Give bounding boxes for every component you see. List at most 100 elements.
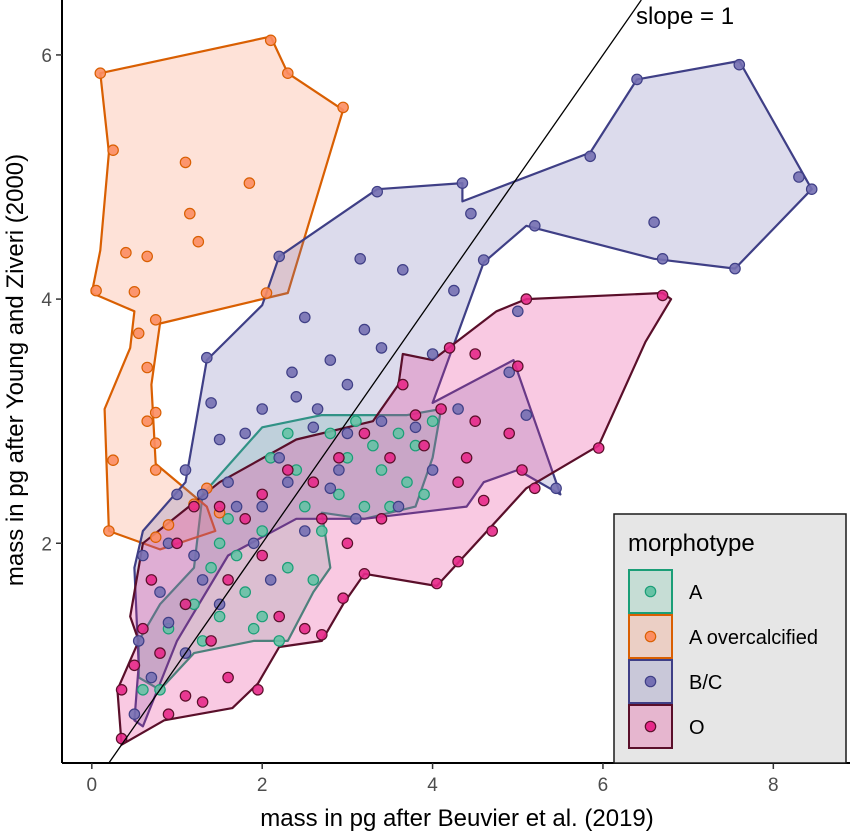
point-a-overcalcified-14 xyxy=(132,327,145,340)
point-b-c-36 xyxy=(503,366,515,379)
point-b-c-7 xyxy=(528,220,541,232)
point-a-28 xyxy=(418,488,430,501)
point-o-14 xyxy=(452,476,464,488)
point-b-c-26 xyxy=(256,403,268,415)
point-a-overcalcified-6 xyxy=(243,177,256,189)
point-o-21 xyxy=(281,464,294,476)
point-b-c-63 xyxy=(426,464,439,476)
point-b-c-40 xyxy=(196,488,209,501)
point-b-c-64 xyxy=(341,427,354,440)
point-a-overcalcified-10 xyxy=(141,250,153,263)
point-o-31 xyxy=(115,683,128,696)
point-b-c-66 xyxy=(286,366,298,379)
point-o-50 xyxy=(256,549,268,562)
point-o-45 xyxy=(375,512,388,525)
point-o-18 xyxy=(358,427,371,440)
point-b-c-65 xyxy=(311,403,324,415)
point-o-48 xyxy=(222,574,234,586)
point-o-35 xyxy=(222,671,234,684)
point-b-c-49 xyxy=(264,574,277,586)
y-axis-title: mass in pg after Young and Ziveri (2000) xyxy=(2,154,29,586)
legend-marker-o xyxy=(644,720,657,733)
slope-line xyxy=(108,0,642,764)
point-a-overcalcified-7 xyxy=(184,207,196,220)
point-b-c-13 xyxy=(354,252,366,265)
point-o-27 xyxy=(145,574,158,586)
point-b-c-20 xyxy=(358,323,371,336)
point-b-c-31 xyxy=(307,421,320,434)
point-b-c-32 xyxy=(333,464,345,476)
point-o-38 xyxy=(298,622,311,635)
point-b-c-55 xyxy=(162,616,175,629)
y-tick-label-2: 2 xyxy=(41,534,52,555)
point-b-c-0 xyxy=(631,73,643,86)
point-b-c-9 xyxy=(656,252,669,265)
point-o-28 xyxy=(137,622,149,635)
point-o-7 xyxy=(435,403,447,415)
point-b-c-45 xyxy=(154,586,166,598)
point-a-31 xyxy=(256,525,268,537)
point-o-19 xyxy=(333,451,345,464)
point-o-11 xyxy=(592,442,605,454)
point-o-42 xyxy=(430,577,443,590)
point-b-c-25 xyxy=(290,390,303,403)
point-b-c-57 xyxy=(196,574,209,586)
point-a-overcalcified-13 xyxy=(260,287,273,299)
point-a-overcalcified-25 xyxy=(149,531,162,543)
point-a-overcalcified-9 xyxy=(120,246,132,259)
legend-label-b-c: B/C xyxy=(689,672,722,694)
point-b-c-48 xyxy=(247,537,260,550)
point-o-10 xyxy=(516,464,528,476)
point-a-overcalcified-2 xyxy=(281,67,294,79)
point-o-17 xyxy=(384,451,396,464)
point-b-c-44 xyxy=(137,549,149,562)
point-a-0 xyxy=(137,683,149,696)
point-a-overcalcified-15 xyxy=(149,313,162,326)
legend-title: morphotype xyxy=(628,530,755,557)
point-a-10 xyxy=(247,622,260,635)
point-o-34 xyxy=(196,696,209,708)
point-a-overcalcified-19 xyxy=(149,437,162,449)
point-a-19 xyxy=(324,427,337,440)
data-points xyxy=(90,34,818,745)
point-b-c-34 xyxy=(409,421,422,434)
x-axis-title: mass in pg after Beuvier et al. (2019) xyxy=(260,805,654,832)
point-o-32 xyxy=(162,708,175,720)
point-o-24 xyxy=(213,500,226,513)
point-b-c-53 xyxy=(132,635,145,647)
point-o-51 xyxy=(179,598,192,611)
legend-marker-a xyxy=(644,585,657,598)
point-o-26 xyxy=(171,537,183,550)
point-a-8 xyxy=(222,512,234,525)
point-a-23 xyxy=(367,439,379,452)
point-a-34 xyxy=(350,415,362,427)
legend: morphotype A A overcalcified B/C O xyxy=(613,513,847,764)
point-o-49 xyxy=(205,635,217,647)
x-tick-label-6: 6 xyxy=(598,775,609,796)
point-a-11 xyxy=(256,610,268,623)
point-b-c-46 xyxy=(188,549,200,562)
legend-item-b-c: B/C xyxy=(628,659,722,704)
point-o-22 xyxy=(256,488,268,501)
point-a-5 xyxy=(213,610,226,623)
point-b-c-62 xyxy=(392,500,405,513)
point-a-22 xyxy=(358,500,371,513)
point-b-c-8 xyxy=(648,216,660,228)
point-o-6 xyxy=(409,409,422,421)
point-b-c-58 xyxy=(230,500,243,513)
point-a-overcalcified-12 xyxy=(90,284,102,297)
point-a-overcalcified-8 xyxy=(192,235,205,248)
point-a-9 xyxy=(239,586,251,598)
x-tick-label-2: 2 xyxy=(257,775,268,796)
point-b-c-27 xyxy=(205,397,217,409)
legend-label-a-overcalcified: A overcalcified xyxy=(689,627,818,649)
point-a-20 xyxy=(333,488,345,501)
slope-reference-line xyxy=(108,0,642,764)
point-o-3 xyxy=(469,348,481,360)
point-o-36 xyxy=(252,683,264,696)
point-b-c-29 xyxy=(239,427,251,440)
point-o-2 xyxy=(443,342,456,354)
point-o-33 xyxy=(179,690,192,702)
legend-marker-b-c xyxy=(644,675,657,688)
